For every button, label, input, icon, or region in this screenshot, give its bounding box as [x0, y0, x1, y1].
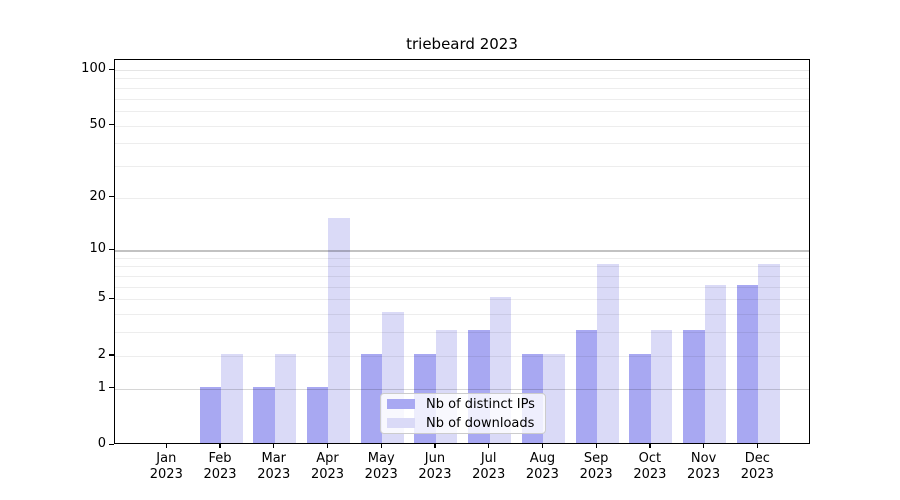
y-tick-0: [109, 443, 114, 445]
x-tick-label-nov: Nov 2023: [687, 451, 721, 482]
bar-distinct-ips-mar: [253, 386, 275, 443]
gridline-y-20: [115, 197, 809, 199]
chart-title: triebeard 2023: [406, 35, 518, 53]
x-tick-label-jan: Jan 2023: [149, 451, 183, 482]
legend-row-distinct-ips: Nb of distinct IPs: [387, 396, 545, 413]
gridline-y-60: [115, 110, 809, 112]
y-tick-10: [109, 248, 114, 250]
x-tick-apr: [326, 444, 329, 448]
y-tick-20: [109, 196, 114, 198]
y-tick-100: [109, 68, 114, 70]
x-tick-label-mar: Mar 2023: [257, 451, 291, 482]
bar-distinct-ips-dec: [736, 284, 759, 443]
bar-downloads-nov: [704, 284, 727, 443]
bar-downloads-apr: [328, 217, 350, 443]
bar-distinct-ips-apr: [306, 386, 329, 443]
gridline-y-4: [115, 314, 809, 316]
x-tick-may: [380, 444, 382, 448]
legend: Nb of distinct IPs Nb of downloads: [380, 393, 546, 434]
y-tick-5: [109, 297, 114, 300]
x-tick-feb: [219, 444, 221, 448]
gridline-y-30: [115, 165, 809, 167]
x-tick-label-jun: Jun 2023: [418, 451, 452, 482]
gridline-y-2: [115, 355, 809, 357]
legend-label-downloads: Nb of downloads: [426, 415, 535, 431]
y-tick-label-50: 50: [89, 116, 106, 132]
plot-area: [114, 59, 810, 444]
y-tick-label-5: 5: [97, 290, 106, 306]
x-tick-jun: [434, 444, 436, 448]
y-tick-label-10: 10: [89, 241, 106, 257]
bar-distinct-ips-may: [360, 353, 383, 443]
x-tick-label-dec: Dec 2023: [740, 451, 774, 482]
y-tick-50: [109, 124, 114, 126]
gridline-y-80: [115, 87, 809, 89]
x-tick-nov: [703, 444, 705, 448]
bar-distinct-ips-oct: [629, 353, 651, 443]
legend-label-distinct-ips: Nb of distinct IPs: [426, 396, 535, 412]
gridline-y-1: [115, 388, 809, 390]
x-tick-oct: [649, 444, 651, 448]
x-tick-label-may: May 2023: [364, 451, 398, 482]
gridline-y-40: [115, 143, 809, 145]
gridline-y-8: [115, 266, 809, 268]
y-tick-label-1: 1: [97, 379, 106, 395]
bar-downloads-aug: [543, 353, 565, 443]
x-tick-label-feb: Feb 2023: [203, 451, 237, 482]
x-tick-label-apr: Apr 2023: [310, 451, 345, 482]
bar-downloads-mar: [274, 353, 297, 443]
bar-distinct-ips-feb: [199, 386, 222, 443]
x-tick-label-aug: Aug 2023: [525, 451, 559, 482]
x-tick-sep: [595, 444, 597, 448]
x-tick-aug: [541, 444, 544, 448]
y-tick-label-2: 2: [97, 346, 106, 362]
x-tick-jan: [165, 444, 167, 448]
bar-downloads-dec: [758, 264, 780, 443]
legend-swatch-downloads: [387, 418, 415, 428]
gridline-y-7: [115, 276, 809, 278]
x-tick-dec: [756, 444, 759, 448]
y-tick-label-0: 0: [97, 436, 106, 451]
y-tick-label-100: 100: [81, 61, 106, 76]
y-tick-label-20: 20: [89, 188, 106, 204]
legend-swatch-distinct-ips: [387, 399, 415, 409]
y-tick-2: [109, 354, 114, 356]
gridline-y-100: [115, 70, 809, 71]
x-tick-label-jul: Jul 2023: [472, 451, 506, 482]
gridline-y-10: [115, 250, 809, 252]
legend-row-downloads: Nb of downloads: [387, 415, 545, 432]
bar-downloads-feb: [221, 353, 243, 443]
x-tick-mar: [273, 444, 275, 448]
x-tick-label-sep: Sep 2023: [579, 451, 613, 482]
gridline-y-90: [115, 78, 809, 80]
bar-distinct-ips-sep: [575, 330, 598, 443]
gridline-y-6: [115, 286, 809, 288]
x-tick-label-oct: Oct 2023: [633, 451, 667, 482]
bar-distinct-ips-nov: [683, 330, 705, 443]
gridline-y-5: [115, 299, 809, 301]
x-tick-jul: [488, 444, 490, 448]
gridline-y-70: [115, 98, 809, 100]
gridline-y-3: [115, 332, 809, 334]
bar-downloads-oct: [650, 330, 673, 443]
bar-downloads-sep: [597, 264, 619, 443]
gridline-y-50: [115, 125, 809, 127]
gridline-y-9: [115, 257, 809, 259]
y-tick-1: [109, 387, 114, 389]
